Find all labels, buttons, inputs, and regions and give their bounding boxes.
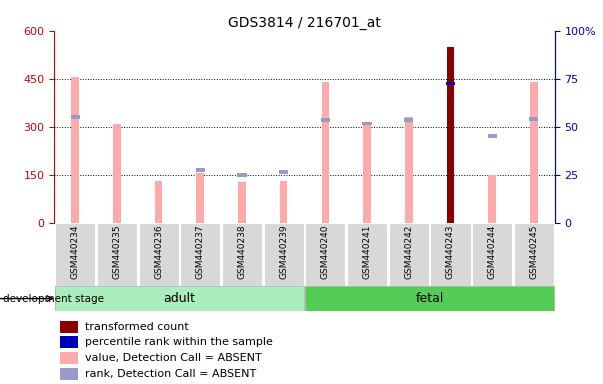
Bar [238,174,247,177]
Bar [404,118,414,122]
Bar [60,321,78,333]
Bar [362,122,371,126]
Bar [447,47,454,223]
Text: transformed count: transformed count [85,322,189,332]
FancyBboxPatch shape [305,286,554,311]
FancyBboxPatch shape [97,223,137,286]
Bar [195,168,205,172]
Bar [60,336,78,348]
Text: fetal: fetal [415,292,444,305]
Bar [60,352,78,364]
Bar [71,77,79,223]
Text: GSM440238: GSM440238 [238,225,247,279]
Text: value, Detection Call = ABSENT: value, Detection Call = ABSENT [85,353,262,363]
Bar [280,181,288,223]
FancyBboxPatch shape [222,223,262,286]
Text: adult: adult [163,292,195,305]
Bar [279,170,288,174]
Bar [321,118,330,122]
FancyBboxPatch shape [180,223,220,286]
FancyBboxPatch shape [55,223,95,286]
Bar [60,368,78,379]
Text: GSM440236: GSM440236 [154,225,163,279]
Bar [488,134,497,138]
Bar [71,115,80,119]
Bar [405,117,412,223]
Bar [364,124,371,223]
Text: GSM440237: GSM440237 [196,225,205,279]
Text: percentile rank within the sample: percentile rank within the sample [85,337,273,347]
Text: GSM440245: GSM440245 [529,225,538,279]
Bar [238,182,245,223]
Title: GDS3814 / 216701_at: GDS3814 / 216701_at [228,16,381,30]
Text: GSM440239: GSM440239 [279,225,288,279]
Text: GSM440235: GSM440235 [112,225,121,279]
FancyBboxPatch shape [389,223,429,286]
FancyBboxPatch shape [139,223,178,286]
Text: rank, Detection Call = ABSENT: rank, Detection Call = ABSENT [85,369,256,379]
Text: GSM440242: GSM440242 [404,225,413,279]
Text: GSM440241: GSM440241 [362,225,371,279]
Bar [321,82,329,223]
Bar [530,82,538,223]
FancyBboxPatch shape [431,223,470,286]
Text: GSM440234: GSM440234 [71,225,80,279]
FancyBboxPatch shape [305,223,346,286]
Text: GSM440240: GSM440240 [321,225,330,279]
Bar [155,181,162,223]
FancyBboxPatch shape [472,223,512,286]
FancyBboxPatch shape [347,223,387,286]
Text: development stage: development stage [3,294,104,304]
Bar [447,172,454,223]
FancyBboxPatch shape [264,223,304,286]
Bar [197,173,204,223]
Bar [446,82,455,86]
Bar [113,124,121,223]
Text: GSM440243: GSM440243 [446,225,455,279]
Text: GSM440244: GSM440244 [488,225,497,279]
FancyBboxPatch shape [514,223,554,286]
FancyBboxPatch shape [55,286,304,311]
Bar [488,175,496,223]
Bar [529,117,538,121]
